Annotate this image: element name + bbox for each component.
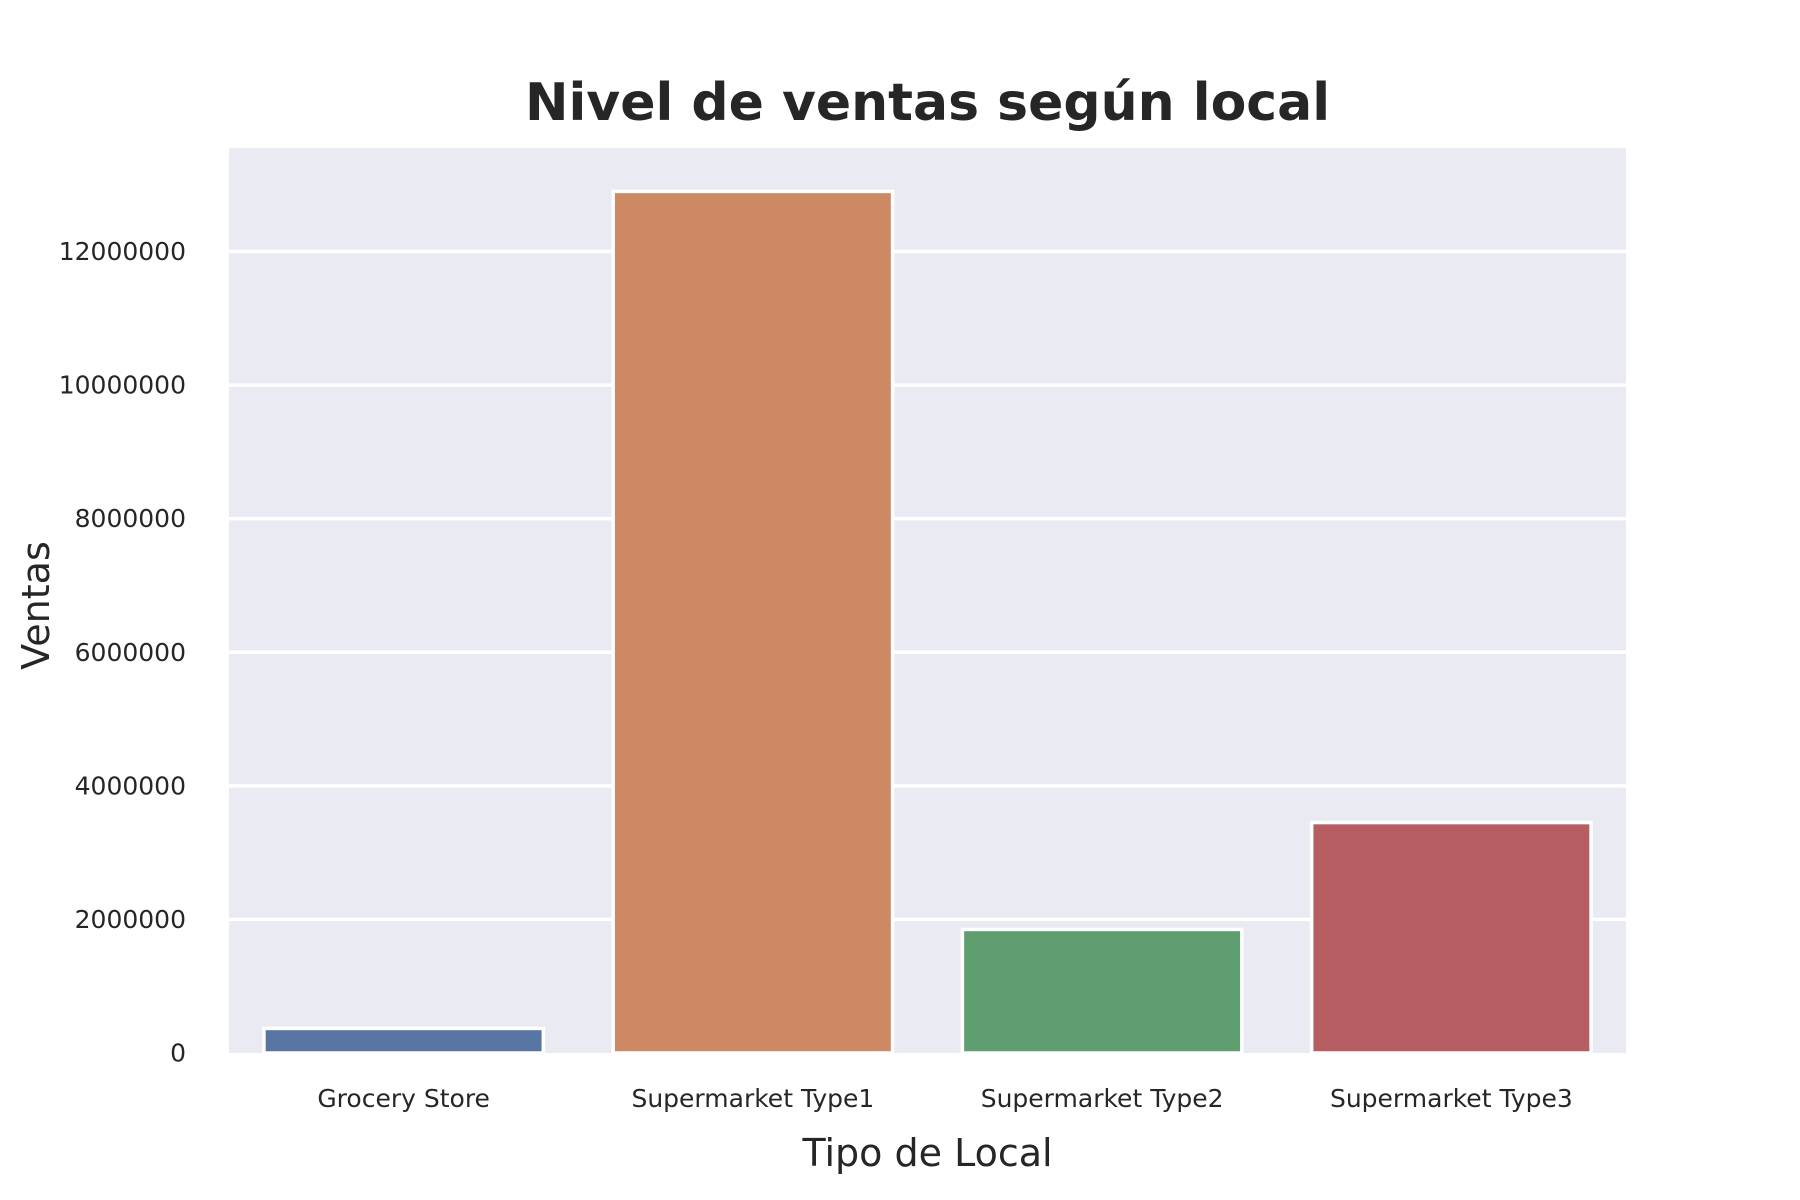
bars-layer <box>262 189 1593 1055</box>
x-tick-labels: Grocery Store Supermarket Type1 Supermarke… <box>317 1084 1572 1113</box>
bar-supermarket-type1 <box>611 189 895 1055</box>
x-tick-label: Supermarket Type1 <box>631 1084 874 1113</box>
y-tick-label: 10000000 <box>59 371 186 400</box>
bar-supermarket-type2 <box>960 927 1244 1055</box>
x-tick-label: Supermarket Type2 <box>981 1084 1224 1113</box>
chart-title: Nivel de ventas según local <box>525 73 1330 133</box>
x-tick-label: Supermarket Type3 <box>1330 1084 1573 1113</box>
y-tick-label: 6000000 <box>75 638 186 667</box>
y-tick-label: 12000000 <box>59 237 186 266</box>
y-tick-label: 2000000 <box>75 905 186 934</box>
y-tick-label: 4000000 <box>75 771 186 800</box>
x-tick-label: Grocery Store <box>317 1084 490 1113</box>
y-tick-labels: 0 2000000 4000000 6000000 8000000 10000000 120… <box>59 237 186 1067</box>
y-axis-label: Ventas <box>14 541 58 670</box>
bar-supermarket-type3 <box>1309 820 1593 1055</box>
y-tick-label: 8000000 <box>75 504 186 533</box>
y-tick-label: 0 <box>170 1039 186 1068</box>
grid-layer <box>229 249 1626 922</box>
bar-grocery-store <box>262 1026 546 1055</box>
x-axis-label: Tipo de Local <box>801 1131 1052 1175</box>
